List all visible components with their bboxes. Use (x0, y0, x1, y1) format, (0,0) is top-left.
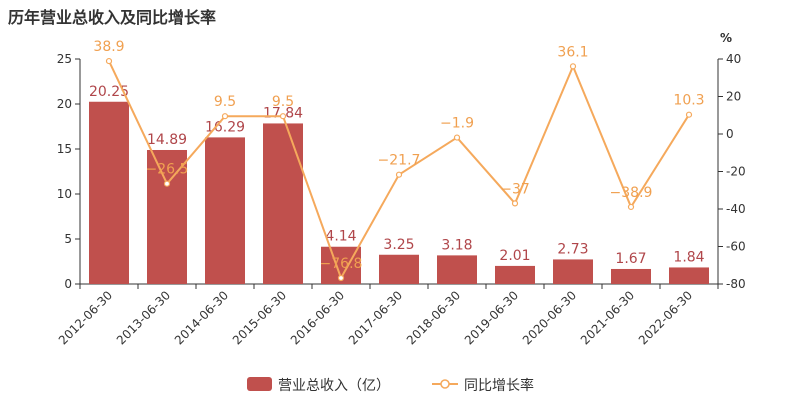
bar (437, 255, 477, 284)
bar (611, 268, 651, 284)
bar-value-label: 20.25 (89, 84, 129, 100)
x-tick-label: 2013-06-30 (114, 288, 173, 347)
line-value-label: 9.5 (272, 94, 294, 110)
y-right-tick-label: 0 (726, 127, 734, 141)
line-point (279, 113, 287, 120)
y-right-tick-label: 40 (726, 52, 741, 66)
bar-value-label: 1.67 (615, 251, 646, 267)
line-point (105, 57, 113, 65)
x-tick-label: 2012-06-30 (56, 288, 115, 347)
y-left-tick-label: 25 (57, 52, 72, 66)
y-right-tick-label: -40 (726, 202, 746, 216)
line-point (221, 113, 229, 120)
y-left-tick-label: 10 (57, 187, 72, 201)
line-point (337, 274, 345, 282)
bar (263, 123, 303, 284)
line-point (395, 171, 403, 178)
y-left-tick-label: 5 (64, 232, 72, 246)
line-point (569, 63, 577, 70)
y-right-tick-label: -80 (726, 277, 746, 291)
x-tick-label: 2021-06-30 (578, 288, 637, 347)
line-value-label: −76.8 (320, 256, 363, 272)
bar-value-label: 2.73 (557, 241, 588, 257)
line-point (627, 203, 635, 211)
bar (89, 101, 129, 284)
line-value-label: −38.9 (610, 185, 653, 201)
bar (147, 149, 187, 284)
x-tick-label: 2016-06-30 (288, 288, 347, 347)
line-point (685, 111, 693, 118)
x-tick-label: 2019-06-30 (462, 288, 521, 347)
bar-value-label: 2.01 (499, 248, 530, 264)
y-right-unit-label: % (720, 31, 732, 45)
bar-value-label: 3.25 (383, 237, 414, 253)
bar (669, 267, 709, 284)
chart-title: 历年营业总收入及同比增长率 (8, 8, 217, 27)
line-value-label: −37 (500, 181, 530, 197)
x-tick-label: 2017-06-30 (346, 288, 405, 347)
line-value-label: −1.9 (440, 116, 474, 132)
y-right-tick-label: -60 (726, 240, 746, 254)
bar-value-label: 16.29 (205, 119, 245, 135)
y-right-tick-label: -20 (726, 165, 746, 179)
line-group: 38.9 −26.5 9.5 9.5 −76.8 −21.7 −1.9 −37 36.1 −38.… (93, 39, 705, 282)
bars-group: 20.2514.8916.2917.844.143.253.182.012.73… (89, 84, 709, 284)
x-tick-label: 2018-06-30 (404, 288, 463, 347)
line-value-label: 9.5 (214, 94, 236, 110)
bar-value-label: 3.18 (441, 237, 472, 253)
y-right-tick-label: 20 (726, 90, 741, 104)
legend[interactable]: 营业总收入（亿） 同比增长率 (247, 377, 534, 394)
x-tick-label: 2020-06-30 (520, 288, 579, 347)
bar (205, 137, 245, 284)
line-value-label: 36.1 (557, 44, 588, 60)
line-value-label: 38.9 (93, 39, 124, 55)
legend-bar-label: 营业总收入（亿） (278, 378, 390, 394)
bar (495, 265, 535, 284)
line-point (163, 180, 171, 187)
line-value-label: −21.7 (378, 153, 421, 169)
line-value-label: 10.3 (673, 93, 704, 109)
bar (553, 259, 593, 284)
y-left-tick-label: 20 (57, 97, 72, 111)
bar-value-label: 1.84 (673, 249, 704, 265)
legend-line-marker (440, 379, 450, 389)
legend-line-label: 同比增长率 (464, 377, 534, 394)
line-point (511, 200, 519, 207)
y-left-tick-label: 0 (64, 277, 72, 291)
legend-bar-swatch (247, 377, 272, 391)
x-tick-label: 2015-06-30 (230, 288, 289, 347)
line-point (453, 134, 461, 141)
bar (379, 254, 419, 284)
line-value-label: −26.5 (146, 162, 189, 178)
x-tick-label: 2022-06-30 (636, 288, 695, 347)
x-tick-label: 2014-06-30 (172, 288, 231, 347)
bar-value-label: 14.89 (147, 132, 187, 148)
bar-value-label: 4.14 (325, 229, 356, 245)
y-left-tick-label: 15 (57, 142, 72, 156)
